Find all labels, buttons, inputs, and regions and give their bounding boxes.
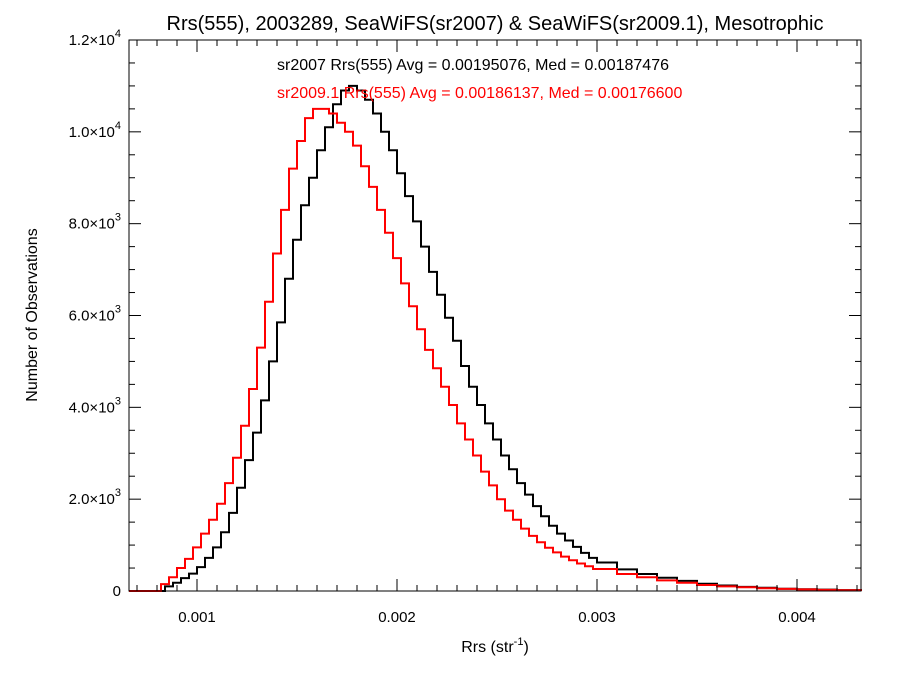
y-axis: 0 2.0×103 4.0×103 6.0×103 8.0×103 1.0×104 1.2×… bbox=[69, 28, 861, 600]
x-axis-label-superscript: -1 bbox=[514, 636, 524, 648]
y-tick-label: 2.0×103 bbox=[69, 487, 121, 508]
series-0-line bbox=[129, 84, 862, 592]
x-axis-label: Rrs (str-1) bbox=[461, 636, 529, 656]
x-axis-label-suffix: ) bbox=[523, 639, 528, 656]
x-tick-label: 0.002 bbox=[378, 609, 416, 626]
annotation-sr2009: sr2009.1 Rrs(555) Avg = 0.00186137, Med … bbox=[277, 85, 682, 102]
y-tick-label: 1.2×104 bbox=[69, 28, 121, 49]
y-tick-label: 4.0×103 bbox=[69, 395, 121, 416]
x-axis-label-main: Rrs (str bbox=[461, 639, 514, 656]
x-axis: 0.001 0.002 0.003 0.004 bbox=[136, 40, 858, 626]
y-tick-label: 0 bbox=[113, 583, 121, 600]
series-1-line bbox=[129, 107, 862, 592]
x-tick-label: 0.001 bbox=[178, 609, 216, 626]
y-tick-label: 6.0×103 bbox=[69, 304, 121, 325]
x-tick-label: 0.003 bbox=[578, 609, 616, 626]
annotation-sr2007: sr2007 Rrs(555) Avg = 0.00195076, Med = … bbox=[277, 57, 669, 74]
y-tick-label: 1.0×104 bbox=[69, 120, 121, 141]
x-tick-label: 0.004 bbox=[778, 609, 816, 626]
y-axis-label: Number of Observations bbox=[24, 228, 41, 401]
chart-title: Rrs(555), 2003289, SeaWiFS(sr2007) & Sea… bbox=[167, 13, 824, 35]
plot-series bbox=[129, 84, 862, 592]
y-tick-label: 8.0×103 bbox=[69, 212, 121, 233]
